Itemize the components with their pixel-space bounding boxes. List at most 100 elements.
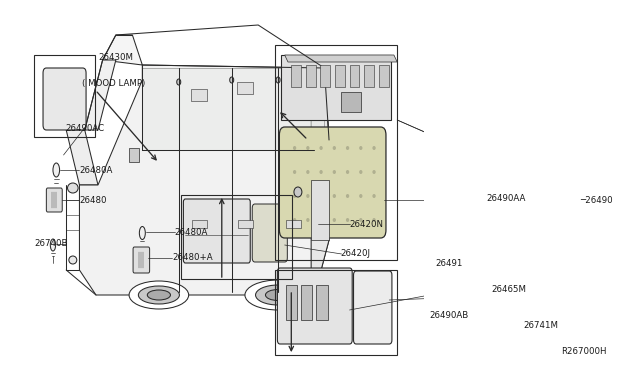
Polygon shape — [84, 60, 116, 130]
Ellipse shape — [346, 170, 349, 174]
FancyBboxPatch shape — [43, 68, 86, 130]
Ellipse shape — [319, 194, 323, 198]
Ellipse shape — [266, 289, 291, 301]
Ellipse shape — [333, 170, 336, 174]
Text: 26490AB: 26490AB — [429, 311, 468, 320]
Ellipse shape — [255, 285, 301, 305]
Text: ─26490: ─26490 — [580, 196, 613, 205]
FancyBboxPatch shape — [280, 127, 386, 238]
Ellipse shape — [306, 194, 310, 198]
Ellipse shape — [372, 194, 376, 198]
Bar — [321, 65, 330, 87]
Polygon shape — [129, 148, 139, 162]
Text: R267000H: R267000H — [561, 347, 607, 356]
Ellipse shape — [372, 170, 376, 174]
Polygon shape — [282, 55, 390, 120]
Text: 26465M: 26465M — [492, 285, 526, 295]
Polygon shape — [278, 68, 324, 150]
Ellipse shape — [359, 146, 362, 150]
Polygon shape — [232, 68, 278, 150]
Ellipse shape — [230, 77, 234, 83]
Ellipse shape — [319, 170, 323, 174]
Bar — [238, 220, 253, 228]
FancyBboxPatch shape — [133, 247, 150, 273]
Text: 26430M: 26430M — [98, 52, 133, 61]
Ellipse shape — [333, 146, 336, 150]
Ellipse shape — [306, 146, 310, 150]
Bar — [306, 65, 316, 87]
Text: 26480+A: 26480+A — [172, 253, 212, 263]
Ellipse shape — [177, 79, 180, 85]
Bar — [237, 82, 253, 94]
Ellipse shape — [293, 146, 296, 150]
Text: 26480A: 26480A — [79, 166, 113, 174]
Bar — [275, 45, 397, 260]
Ellipse shape — [306, 218, 310, 222]
Polygon shape — [285, 55, 397, 62]
Ellipse shape — [293, 194, 296, 198]
Ellipse shape — [306, 170, 310, 174]
Ellipse shape — [346, 218, 349, 222]
FancyBboxPatch shape — [46, 188, 62, 212]
Bar — [379, 65, 388, 87]
Bar — [341, 92, 361, 112]
Bar — [364, 65, 374, 87]
Bar — [335, 65, 345, 87]
Bar — [275, 270, 397, 355]
Polygon shape — [66, 130, 98, 185]
Bar — [192, 220, 207, 228]
Ellipse shape — [359, 194, 362, 198]
Bar — [286, 220, 301, 228]
Ellipse shape — [346, 146, 349, 150]
Text: ( MOOD LAMP): ( MOOD LAMP) — [82, 78, 145, 87]
Ellipse shape — [140, 227, 145, 240]
Text: 26490AA: 26490AA — [486, 193, 526, 202]
Ellipse shape — [372, 218, 376, 222]
Ellipse shape — [333, 194, 336, 198]
Bar — [180, 195, 292, 279]
Bar — [191, 89, 207, 101]
Bar — [35, 55, 95, 137]
Ellipse shape — [293, 170, 296, 174]
Ellipse shape — [319, 146, 323, 150]
Ellipse shape — [138, 286, 179, 304]
Text: 26480A: 26480A — [175, 228, 208, 237]
Ellipse shape — [346, 194, 349, 198]
Text: 26480: 26480 — [79, 196, 107, 205]
Ellipse shape — [276, 77, 280, 83]
Bar — [311, 180, 329, 240]
Text: 26491: 26491 — [436, 260, 463, 269]
Ellipse shape — [69, 256, 77, 264]
Ellipse shape — [333, 218, 336, 222]
Ellipse shape — [293, 218, 296, 222]
Ellipse shape — [372, 146, 376, 150]
Bar — [349, 65, 360, 87]
Bar — [291, 65, 301, 87]
Text: 26740B: 26740B — [35, 240, 68, 248]
Polygon shape — [102, 35, 142, 65]
Polygon shape — [179, 68, 232, 150]
Ellipse shape — [294, 187, 302, 197]
Text: 26420J: 26420J — [340, 250, 371, 259]
Bar — [301, 285, 312, 320]
FancyBboxPatch shape — [353, 271, 392, 344]
FancyBboxPatch shape — [184, 199, 250, 263]
Bar — [286, 285, 297, 320]
Text: 26741M: 26741M — [523, 321, 558, 330]
FancyBboxPatch shape — [252, 204, 287, 262]
Ellipse shape — [68, 183, 78, 193]
Ellipse shape — [147, 290, 170, 300]
Ellipse shape — [129, 281, 189, 309]
Text: 26420N: 26420N — [349, 219, 383, 228]
Polygon shape — [142, 68, 179, 150]
Ellipse shape — [245, 280, 311, 310]
Ellipse shape — [359, 170, 362, 174]
FancyBboxPatch shape — [277, 268, 352, 344]
Text: 26490AC: 26490AC — [65, 124, 105, 132]
Ellipse shape — [359, 218, 362, 222]
Polygon shape — [311, 68, 329, 295]
Ellipse shape — [53, 163, 60, 177]
Polygon shape — [79, 65, 329, 295]
Ellipse shape — [319, 218, 323, 222]
Ellipse shape — [51, 239, 56, 251]
